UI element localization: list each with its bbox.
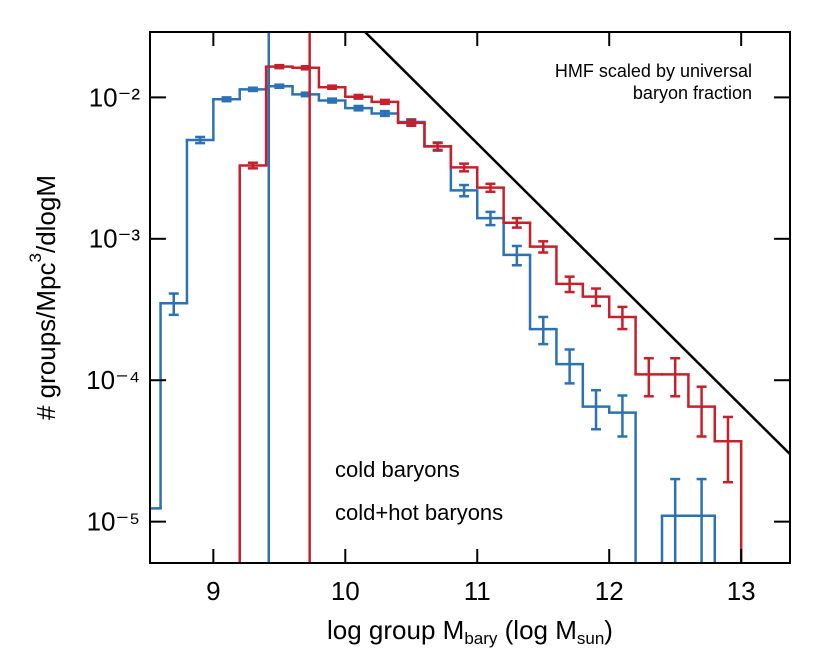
x-axis-label-part: sun (577, 629, 604, 648)
x-tick-label: 11 (464, 576, 491, 606)
error-bar (432, 141, 443, 152)
x-tick-label: 9 (206, 576, 220, 606)
x-tick-label: 13 (727, 576, 756, 606)
error-bar (274, 83, 285, 89)
y-axis-label: # groups/Mpc3/dlogM (26, 175, 60, 420)
error-bar (591, 388, 602, 431)
error-bar (459, 183, 470, 198)
x-axis-label-part: bary (464, 629, 498, 648)
error-bar (643, 357, 654, 398)
error-bar (670, 357, 681, 398)
error-bar (617, 394, 628, 438)
error-bar (485, 210, 496, 227)
error-bar (511, 244, 522, 267)
error-bar (459, 162, 470, 173)
x-tick-label: 12 (595, 576, 624, 606)
error-bar (221, 96, 232, 103)
error-bar (538, 240, 549, 254)
annotation: HMF scaled by universal (555, 61, 752, 81)
error-bar (195, 135, 206, 145)
error-bar (511, 216, 522, 229)
error-bar (247, 86, 258, 93)
error-bar (696, 477, 707, 563)
annotation: baryon fraction (633, 83, 752, 103)
error-bar (247, 161, 258, 170)
x-axis-label-part: (log M (497, 615, 576, 645)
y-tick-label: 10⁻⁵ (87, 507, 140, 537)
legend-entry: cold+hot baryons (335, 500, 503, 525)
legend-entry: cold baryons (335, 457, 460, 482)
error-bar (300, 65, 311, 71)
error-bar (564, 348, 575, 385)
error-bar (485, 182, 496, 194)
error-bar (722, 415, 733, 484)
y-tick-label: 10⁻⁴ (86, 365, 140, 395)
error-bar (564, 275, 575, 294)
y-axis-label-part: # groups/Mpc (31, 262, 61, 420)
plot-area (150, 32, 790, 563)
error-bar (696, 385, 707, 438)
error-bar (379, 98, 390, 106)
error-bar (591, 287, 602, 308)
x-axis-label-part: ) (604, 615, 613, 645)
y-axis-label-part: /dlogM (31, 175, 61, 253)
hmf-line (364, 32, 790, 456)
error-bar (327, 97, 338, 104)
x-axis-label-part: log group M (327, 615, 464, 645)
x-tick-label: 10 (331, 576, 360, 606)
error-bar (670, 477, 681, 563)
error-bar (379, 109, 390, 118)
y-tick-label: 10⁻³ (89, 224, 141, 254)
error-bar (353, 93, 364, 100)
error-bar (168, 292, 179, 317)
plot-frame (149, 31, 791, 564)
y-axis-label-part: 3 (26, 253, 45, 262)
error-bar (327, 84, 338, 91)
error-bar (617, 305, 628, 331)
y-tick-label: 10⁻² (89, 82, 141, 112)
error-bar (538, 315, 549, 346)
error-bar (406, 118, 417, 128)
x-axis-label: log group Mbary (log Msun) (327, 615, 613, 649)
error-bar (274, 63, 285, 70)
error-bar (353, 104, 364, 112)
